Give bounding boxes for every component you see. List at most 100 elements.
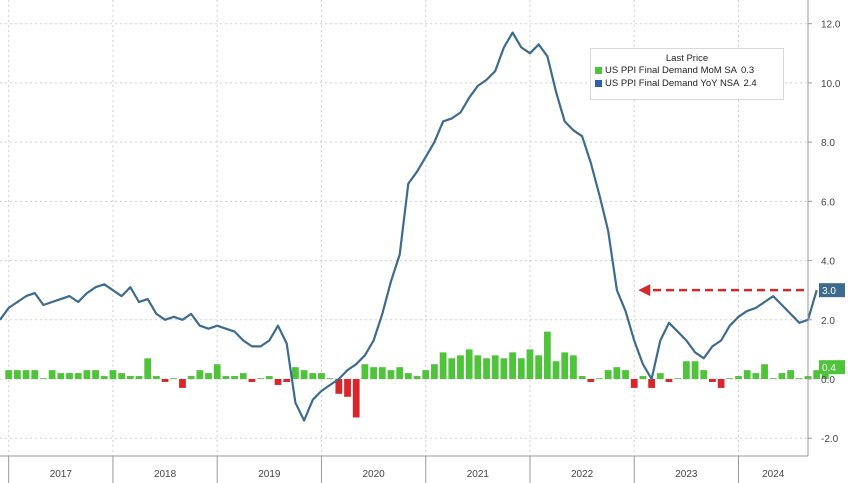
mom-bar: [813, 370, 821, 380]
mom-bar: [622, 370, 629, 380]
mom-bar: [152, 376, 160, 380]
y-tick-label: 2.0: [821, 316, 835, 327]
mom-bar: [126, 376, 134, 380]
mom-bar: [66, 373, 73, 380]
mom-bar: [491, 355, 499, 380]
mom-bar: [335, 379, 343, 394]
mom-bar: [83, 370, 91, 380]
x-tick-label: 2018: [154, 469, 177, 480]
y-axis: 12.0 10.0 8.0 6.0 4.0 2.0 0.0 -2.0 3.0 0.4: [807, 0, 845, 456]
mom-bar: [448, 358, 456, 380]
mom-bar: [465, 349, 473, 380]
annotation-arrow: [638, 284, 804, 297]
mom-bar: [535, 355, 543, 380]
mom-bar: [630, 379, 638, 388]
current-bar-value-tag: [819, 360, 845, 375]
legend-value-yoy: 2.4: [743, 78, 757, 89]
mom-bar: [344, 379, 351, 397]
mom-bar: [474, 355, 482, 380]
mom-bar: [500, 358, 508, 380]
legend-label-mom: US PPI Final Demand MoM SA: [605, 65, 737, 76]
mom-bar: [735, 376, 742, 380]
mom-bar: [665, 379, 673, 382]
mom-bar: [361, 364, 369, 380]
mom-bar: [561, 352, 569, 380]
mom-bar: [752, 373, 760, 380]
mom-bar: [570, 355, 577, 380]
mom-bar: [48, 370, 56, 380]
mom-bar: [13, 370, 21, 380]
mom-bar: [5, 370, 13, 380]
mom-bar: [161, 379, 169, 382]
mom-bar: [413, 376, 421, 380]
yoy-line: [0, 31, 818, 422]
mom-bar: [292, 367, 299, 380]
y-tick-label: 12.0: [821, 20, 841, 31]
mom-bar: [526, 349, 534, 380]
mom-bar: [57, 373, 65, 380]
mom-bar: [578, 376, 586, 380]
mom-bar: [205, 373, 212, 380]
mom-bars: [5, 331, 829, 418]
mom-bar: [274, 379, 282, 385]
mom-bar: [265, 376, 273, 380]
mom-bar: [213, 364, 221, 380]
y-tick-label: 6.0: [821, 197, 835, 208]
mom-bar: [483, 358, 490, 380]
mom-bar: [726, 378, 734, 380]
yoy-series-line: [0, 31, 818, 422]
mom-bar: [40, 378, 47, 380]
mom-bar: [743, 370, 751, 380]
mom-bar: [674, 378, 682, 380]
mom-bar: [387, 370, 395, 380]
mom-bar: [700, 370, 708, 380]
mom-bar: [795, 378, 803, 380]
mom-bar: [587, 379, 595, 382]
x-tick-label: 2017: [50, 469, 73, 480]
mom-bar: [309, 373, 317, 380]
x-tick-label: 2022: [571, 469, 594, 480]
mom-bar: [239, 373, 247, 380]
mom-bar: [656, 373, 664, 380]
x-tick-label: 2021: [467, 469, 490, 480]
mom-bar: [92, 370, 99, 380]
mom-bar: [222, 376, 230, 380]
mom-bar: [109, 370, 117, 380]
mom-bar: [283, 379, 291, 382]
y-tick-label: 4.0: [821, 257, 835, 268]
mom-bar: [439, 352, 447, 380]
annotation-arrowhead: [638, 284, 651, 297]
legend-label-yoy: US PPI Final Demand YoY NSA: [605, 78, 740, 89]
mom-bar: [370, 367, 377, 380]
mom-bar: [231, 376, 238, 380]
mom-bar: [787, 370, 795, 380]
mom-bar: [761, 364, 768, 380]
mom-bar: [509, 352, 516, 380]
current-bar-value-label: 0.4: [822, 363, 836, 374]
mom-bar: [552, 361, 560, 380]
mom-bar: [74, 373, 82, 380]
mom-bar: [769, 378, 777, 380]
mom-bar: [543, 331, 551, 380]
mom-bar: [248, 379, 256, 382]
mom-bar: [144, 358, 152, 380]
mom-bar: [187, 376, 195, 380]
mom-bar: [717, 379, 725, 388]
mom-bar: [170, 378, 178, 380]
mom-bar: [648, 379, 656, 388]
mom-bar: [821, 370, 829, 380]
mom-bar: [378, 367, 386, 380]
legend-title: Last Price: [665, 53, 709, 64]
legend-swatch-mom: [595, 67, 602, 74]
mom-bar: [31, 370, 39, 380]
mom-bar: [596, 378, 603, 380]
mom-bar: [422, 370, 430, 380]
mom-bar: [691, 361, 699, 380]
mom-bar: [352, 379, 360, 418]
mom-bar: [135, 376, 143, 380]
mom-bar: [179, 379, 186, 388]
legend-swatch-yoy: [595, 80, 602, 87]
mom-bar: [396, 367, 404, 380]
mom-bar: [709, 379, 716, 382]
